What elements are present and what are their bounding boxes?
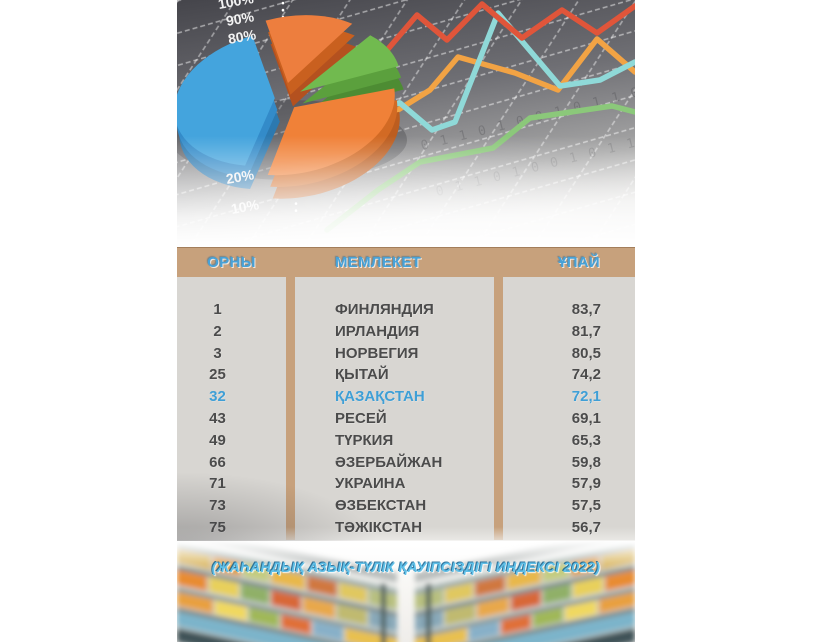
score-cell: 57,5 — [571, 497, 601, 515]
score-cell: 74,2 — [571, 366, 601, 384]
rank-cell: 49 — [209, 431, 226, 449]
rank-cell: 43 — [209, 409, 226, 427]
country-cell: ФИНЛЯНДИЯ — [335, 301, 434, 318]
supermarket-photo: (ЖАҺАНДЫҚ АЗЫҚ-ТҮЛІК ҚАУІПСІЗДІГІ ИНДЕКС… — [177, 540, 635, 642]
rank-cell: 1 — [213, 301, 222, 318]
table-row: 71 УКРАИНА 57,9 — [177, 473, 635, 495]
country-cell: ӘЗЕРБАЙЖАН — [335, 453, 443, 471]
table-rows: 1 ФИНЛЯНДИЯ 83,7 2 ИРЛАНДИЯ 81,7 3 НОРВЕ… — [177, 277, 635, 539]
table-row: 73 ӨЗБЕКСТАН 57,5 — [177, 495, 635, 517]
column-background — [177, 277, 286, 541]
charts-photo: 0 1 1 0 1 0 0 1 0 1 1 0 0 1 0 1 0 1 1 0 … — [171, 0, 734, 280]
ranking-table: ОРНЫ МЕМЛЕКЕТ ҰПАЙ 1 ФИНЛЯНДИЯ 83,7 2 — [177, 247, 635, 541]
header-rank: ОРНЫ — [207, 254, 256, 271]
table-row: 1 ФИНЛЯНДИЯ 83,7 — [177, 299, 635, 321]
score-cell: 81,7 — [571, 322, 601, 340]
table-header: ОРНЫ МЕМЛЕКЕТ ҰПАЙ — [177, 247, 635, 277]
table-row: 3 НОРВЕГИЯ 80,5 — [177, 343, 635, 365]
charts-photo-svg: 0 1 1 0 1 0 0 1 0 1 1 0 0 1 0 1 0 1 1 0 … — [171, 0, 734, 280]
score-cell: 56,7 — [571, 518, 601, 536]
table-row: 43 РЕСЕЙ 69,1 — [177, 408, 635, 430]
rank-cell: 71 — [209, 475, 226, 493]
header-country: МЕМЛЕКЕТ — [335, 254, 422, 271]
column-background — [295, 277, 494, 541]
country-cell: ИРЛАНДИЯ — [335, 322, 420, 340]
table-row: 32 ҚАЗАҚСТАН 72,1 — [177, 386, 635, 408]
rank-cell: 73 — [209, 497, 226, 515]
supermarket-photo-svg — [177, 540, 635, 642]
rank-cell: 2 — [213, 322, 222, 340]
country-cell: ҚЫТАЙ — [335, 366, 389, 384]
country-cell: НОРВЕГИЯ — [335, 344, 419, 362]
score-cell: 72,1 — [571, 388, 601, 406]
country-cell: УКРАИНА — [335, 475, 406, 493]
table-row: 49 ТҮРКИЯ 65,3 — [177, 430, 635, 452]
rank-cell: 32 — [209, 388, 226, 406]
header-score: ҰПАЙ — [558, 254, 600, 271]
rank-cell: 66 — [209, 453, 226, 471]
country-cell: ТӘЖІКСТАН — [335, 518, 423, 536]
table-bottom-fade — [177, 527, 635, 541]
rank-cell: 75 — [209, 518, 226, 536]
score-cell: 59,8 — [571, 453, 601, 471]
country-cell: ҚАЗАҚСТАН — [335, 388, 425, 406]
table-row: 2 ИРЛАНДИЯ 81,7 — [177, 321, 635, 343]
rank-cell: 3 — [213, 344, 222, 362]
score-cell: 69,1 — [571, 409, 601, 427]
table-row: 66 ӘЗЕРБАЙЖАН 59,8 — [177, 452, 635, 474]
table-row: 75 ТӘЖІКСТАН 56,7 — [177, 517, 635, 539]
country-cell: РЕСЕЙ — [335, 409, 387, 427]
country-cell: ӨЗБЕКСТАН — [335, 497, 427, 515]
score-cell: 83,7 — [571, 301, 601, 318]
content-column: 0 1 1 0 1 0 0 1 0 1 1 0 0 1 0 1 0 1 1 0 … — [171, 0, 734, 642]
caption-title: (ЖАҺАНДЫҚ АЗЫҚ-ТҮЛІК ҚАУІПСІЗДІГІ ИНДЕКС… — [211, 559, 601, 575]
table-body: 1 ФИНЛЯНДИЯ 83,7 2 ИРЛАНДИЯ 81,7 3 НОРВЕ… — [177, 277, 635, 541]
score-cell: 57,9 — [571, 475, 601, 493]
strip-top-fade — [177, 540, 635, 570]
photo-white-fade — [177, 0, 635, 247]
rank-cell: 25 — [209, 366, 226, 384]
score-cell: 80,5 — [571, 344, 601, 362]
country-cell: ТҮРКИЯ — [335, 431, 394, 449]
table-row: 25 ҚЫТАЙ 74,2 — [177, 364, 635, 386]
score-cell: 65,3 — [571, 431, 601, 449]
column-background — [503, 277, 635, 541]
